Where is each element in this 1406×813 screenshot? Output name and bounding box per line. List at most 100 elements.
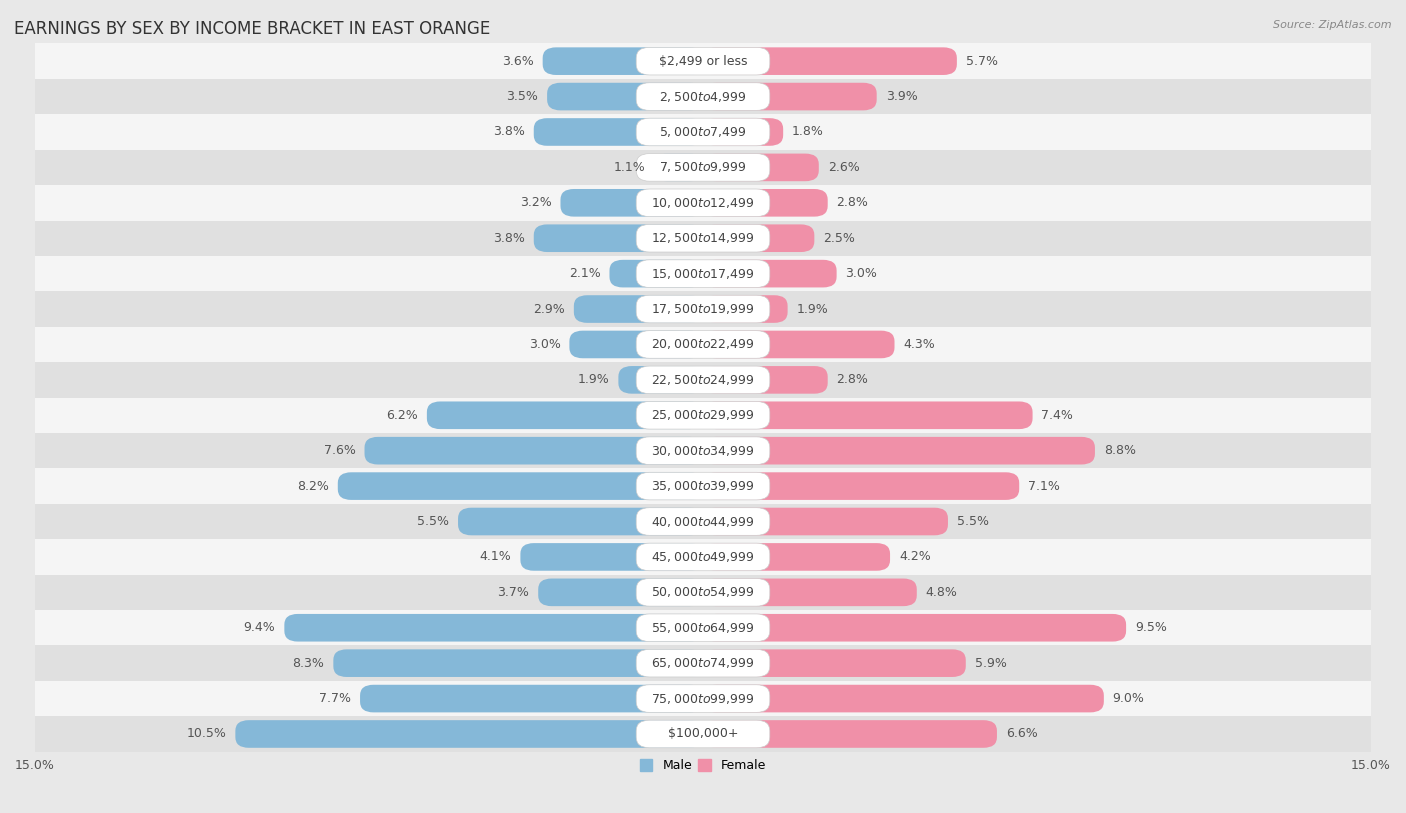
FancyBboxPatch shape bbox=[703, 685, 1104, 712]
Text: $40,000 to $44,999: $40,000 to $44,999 bbox=[651, 515, 755, 528]
Text: $2,500 to $4,999: $2,500 to $4,999 bbox=[659, 89, 747, 103]
Text: 4.8%: 4.8% bbox=[925, 586, 957, 599]
FancyBboxPatch shape bbox=[636, 366, 770, 393]
Bar bbox=[35, 575, 1371, 610]
FancyBboxPatch shape bbox=[364, 437, 703, 464]
Text: $65,000 to $74,999: $65,000 to $74,999 bbox=[651, 656, 755, 670]
FancyBboxPatch shape bbox=[703, 224, 814, 252]
Text: 4.1%: 4.1% bbox=[479, 550, 512, 563]
Bar bbox=[35, 115, 1371, 150]
Bar bbox=[35, 43, 1371, 79]
Text: 7.4%: 7.4% bbox=[1042, 409, 1073, 422]
FancyBboxPatch shape bbox=[619, 366, 703, 393]
FancyBboxPatch shape bbox=[703, 154, 818, 181]
Text: 4.2%: 4.2% bbox=[898, 550, 931, 563]
Bar bbox=[35, 291, 1371, 327]
Bar bbox=[35, 362, 1371, 398]
Text: $17,500 to $19,999: $17,500 to $19,999 bbox=[651, 302, 755, 316]
Text: 9.0%: 9.0% bbox=[1112, 692, 1144, 705]
FancyBboxPatch shape bbox=[574, 295, 703, 323]
FancyBboxPatch shape bbox=[703, 507, 948, 535]
Text: $7,500 to $9,999: $7,500 to $9,999 bbox=[659, 160, 747, 175]
Bar bbox=[35, 680, 1371, 716]
Text: EARNINGS BY SEX BY INCOME BRACKET IN EAST ORANGE: EARNINGS BY SEX BY INCOME BRACKET IN EAS… bbox=[14, 20, 491, 38]
FancyBboxPatch shape bbox=[703, 720, 997, 748]
Text: 7.6%: 7.6% bbox=[323, 444, 356, 457]
FancyBboxPatch shape bbox=[703, 472, 1019, 500]
FancyBboxPatch shape bbox=[703, 614, 1126, 641]
Text: 1.1%: 1.1% bbox=[613, 161, 645, 174]
Text: 5.7%: 5.7% bbox=[966, 54, 998, 67]
Text: 2.8%: 2.8% bbox=[837, 373, 869, 386]
FancyBboxPatch shape bbox=[636, 507, 770, 535]
Text: 6.6%: 6.6% bbox=[1005, 728, 1038, 741]
FancyBboxPatch shape bbox=[636, 260, 770, 288]
Bar bbox=[35, 79, 1371, 115]
Text: 3.8%: 3.8% bbox=[494, 232, 524, 245]
Bar bbox=[35, 504, 1371, 539]
FancyBboxPatch shape bbox=[333, 650, 703, 677]
Text: 8.3%: 8.3% bbox=[292, 657, 325, 670]
Bar bbox=[35, 468, 1371, 504]
FancyBboxPatch shape bbox=[636, 47, 770, 75]
FancyBboxPatch shape bbox=[337, 472, 703, 500]
FancyBboxPatch shape bbox=[703, 83, 877, 111]
Bar bbox=[35, 398, 1371, 433]
Legend: Male, Female: Male, Female bbox=[636, 754, 770, 777]
FancyBboxPatch shape bbox=[636, 331, 770, 359]
FancyBboxPatch shape bbox=[703, 366, 828, 393]
Text: 6.2%: 6.2% bbox=[387, 409, 418, 422]
Text: 3.9%: 3.9% bbox=[886, 90, 917, 103]
FancyBboxPatch shape bbox=[703, 650, 966, 677]
FancyBboxPatch shape bbox=[636, 650, 770, 677]
FancyBboxPatch shape bbox=[534, 224, 703, 252]
Text: 2.8%: 2.8% bbox=[837, 196, 869, 209]
Text: 2.5%: 2.5% bbox=[824, 232, 855, 245]
FancyBboxPatch shape bbox=[703, 47, 957, 75]
FancyBboxPatch shape bbox=[636, 437, 770, 464]
FancyBboxPatch shape bbox=[636, 189, 770, 216]
Text: $55,000 to $64,999: $55,000 to $64,999 bbox=[651, 621, 755, 635]
FancyBboxPatch shape bbox=[636, 579, 770, 606]
FancyBboxPatch shape bbox=[703, 260, 837, 288]
FancyBboxPatch shape bbox=[543, 47, 703, 75]
Text: 9.4%: 9.4% bbox=[243, 621, 276, 634]
Text: 3.6%: 3.6% bbox=[502, 54, 534, 67]
Text: $75,000 to $99,999: $75,000 to $99,999 bbox=[651, 692, 755, 706]
FancyBboxPatch shape bbox=[636, 685, 770, 712]
Bar bbox=[35, 716, 1371, 752]
FancyBboxPatch shape bbox=[360, 685, 703, 712]
FancyBboxPatch shape bbox=[636, 224, 770, 252]
FancyBboxPatch shape bbox=[547, 83, 703, 111]
Text: $22,500 to $24,999: $22,500 to $24,999 bbox=[651, 373, 755, 387]
FancyBboxPatch shape bbox=[235, 720, 703, 748]
Bar bbox=[35, 220, 1371, 256]
Text: $25,000 to $29,999: $25,000 to $29,999 bbox=[651, 408, 755, 422]
Text: $20,000 to $22,499: $20,000 to $22,499 bbox=[651, 337, 755, 351]
Text: 8.2%: 8.2% bbox=[297, 480, 329, 493]
FancyBboxPatch shape bbox=[703, 543, 890, 571]
Bar bbox=[35, 433, 1371, 468]
Bar bbox=[35, 150, 1371, 185]
FancyBboxPatch shape bbox=[636, 472, 770, 500]
Text: $45,000 to $49,999: $45,000 to $49,999 bbox=[651, 550, 755, 564]
Text: $35,000 to $39,999: $35,000 to $39,999 bbox=[651, 479, 755, 493]
FancyBboxPatch shape bbox=[561, 189, 703, 216]
Text: 3.7%: 3.7% bbox=[498, 586, 529, 599]
Text: 1.9%: 1.9% bbox=[797, 302, 828, 315]
Bar bbox=[35, 185, 1371, 220]
Text: $12,500 to $14,999: $12,500 to $14,999 bbox=[651, 231, 755, 246]
Text: Source: ZipAtlas.com: Source: ZipAtlas.com bbox=[1274, 20, 1392, 30]
FancyBboxPatch shape bbox=[636, 614, 770, 641]
Text: $10,000 to $12,499: $10,000 to $12,499 bbox=[651, 196, 755, 210]
Bar bbox=[35, 610, 1371, 646]
FancyBboxPatch shape bbox=[703, 437, 1095, 464]
Text: $15,000 to $17,499: $15,000 to $17,499 bbox=[651, 267, 755, 280]
Text: $5,000 to $7,499: $5,000 to $7,499 bbox=[659, 125, 747, 139]
FancyBboxPatch shape bbox=[520, 543, 703, 571]
FancyBboxPatch shape bbox=[654, 154, 703, 181]
Text: 1.8%: 1.8% bbox=[792, 125, 824, 138]
Text: 3.2%: 3.2% bbox=[520, 196, 551, 209]
FancyBboxPatch shape bbox=[427, 402, 703, 429]
Bar bbox=[35, 646, 1371, 680]
